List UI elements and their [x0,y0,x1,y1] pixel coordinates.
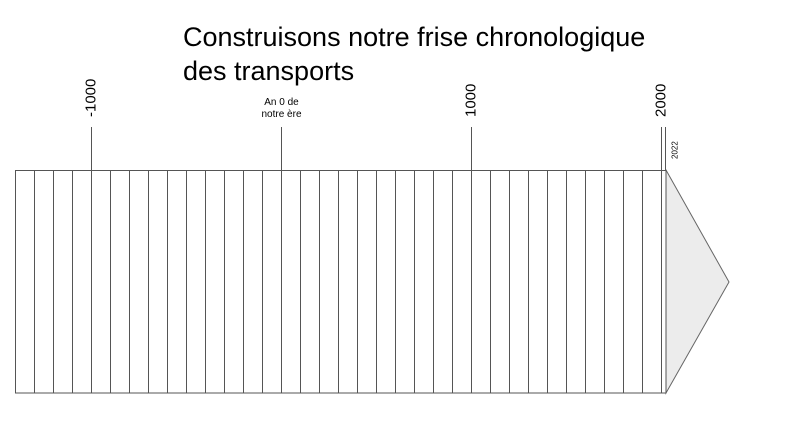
end-label: 2022 [671,141,680,159]
tick-label: An 0 de notre ère [261,97,302,120]
tick-label: -1000 [82,79,99,117]
title: Construisons notre frise chronologique d… [183,22,646,86]
timeline-band [15,170,667,394]
arrow-head [665,168,730,395]
tick-label: 1000 [462,84,479,117]
tick-label: 2000 [652,84,669,117]
